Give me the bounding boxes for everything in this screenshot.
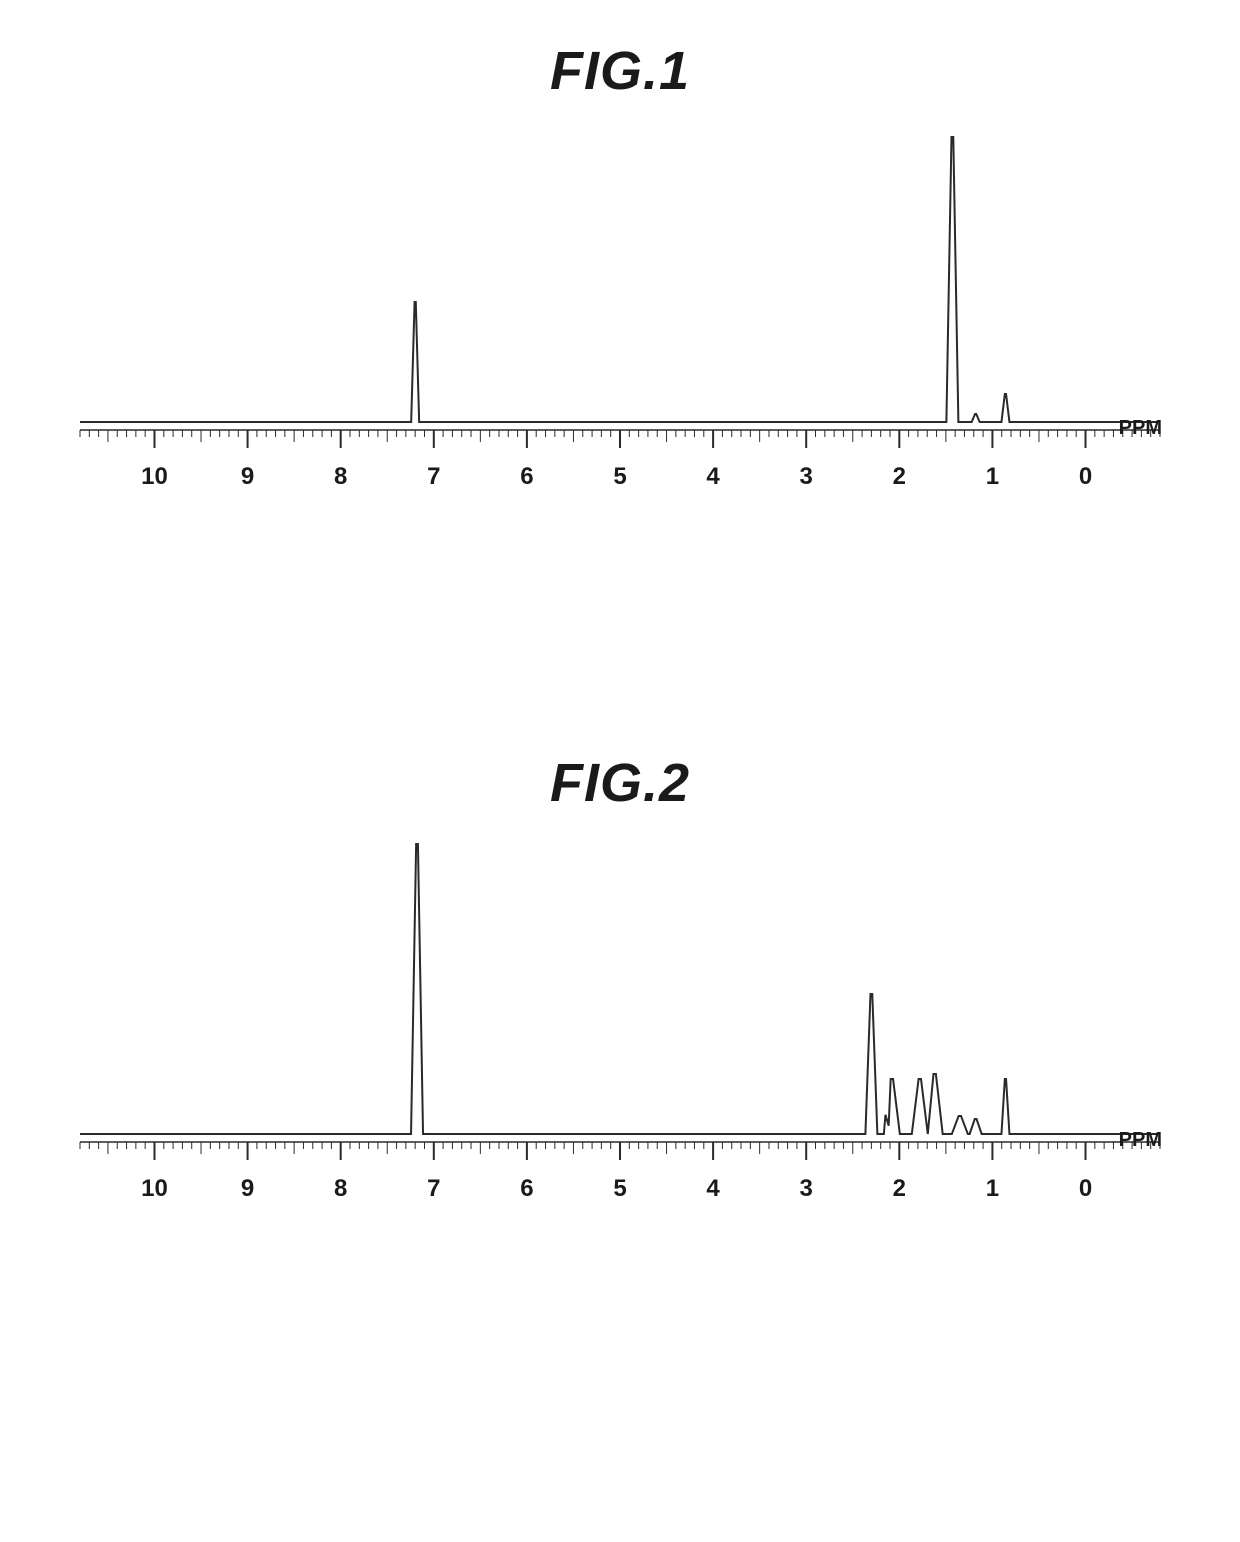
axis-tick-label: 3 [800, 1175, 813, 1202]
axis-tick-label: 4 [706, 463, 720, 490]
axis-tick-label: 10 [141, 463, 168, 490]
axis-tick-label: 9 [241, 463, 254, 490]
axis-tick-label: 5 [613, 1175, 626, 1202]
axis-tick-label: 0 [1079, 1175, 1092, 1202]
axis-tick-label: 5 [613, 463, 626, 490]
figure-2-svg: 109876543210PPM [70, 834, 1170, 1214]
page-root: FIG.1 109876543210PPM FIG.2 109876543210… [0, 0, 1240, 1314]
axis-tick-label: 6 [520, 1175, 533, 1202]
figure-2-spectrum: 109876543210PPM [70, 834, 1170, 1214]
axis-tick-label: 1 [986, 463, 999, 490]
axis-tick-label: 10 [141, 1175, 168, 1202]
axis-tick-label: 2 [893, 463, 906, 490]
spectrum-trace [80, 844, 1160, 1134]
axis-tick-label: 0 [1079, 463, 1092, 490]
axis-tick-label: 2 [893, 1175, 906, 1202]
axis-tick-label: 7 [427, 1175, 440, 1202]
axis-tick-label: 8 [334, 1175, 347, 1202]
figure-1-title: FIG.1 [0, 40, 1240, 102]
axis-tick-label: 6 [520, 463, 533, 490]
axis-tick-label: 8 [334, 463, 347, 490]
figure-gap [0, 542, 1240, 742]
axis-unit-label: PPM [1119, 1129, 1162, 1151]
axis-tick-label: 9 [241, 1175, 254, 1202]
spectrum-trace [80, 137, 1160, 422]
figure-1-spectrum: 109876543210PPM [70, 122, 1170, 502]
axis-tick-label: 3 [800, 463, 813, 490]
axis-tick-label: 1 [986, 1175, 999, 1202]
axis-unit-label: PPM [1119, 417, 1162, 439]
figure-2-block: FIG.2 109876543210PPM [0, 752, 1240, 1214]
axis-tick-label: 7 [427, 463, 440, 490]
axis-tick-label: 4 [706, 1175, 720, 1202]
figure-1-svg: 109876543210PPM [70, 122, 1170, 502]
figure-1-block: FIG.1 109876543210PPM [0, 40, 1240, 502]
figure-2-title: FIG.2 [0, 752, 1240, 814]
